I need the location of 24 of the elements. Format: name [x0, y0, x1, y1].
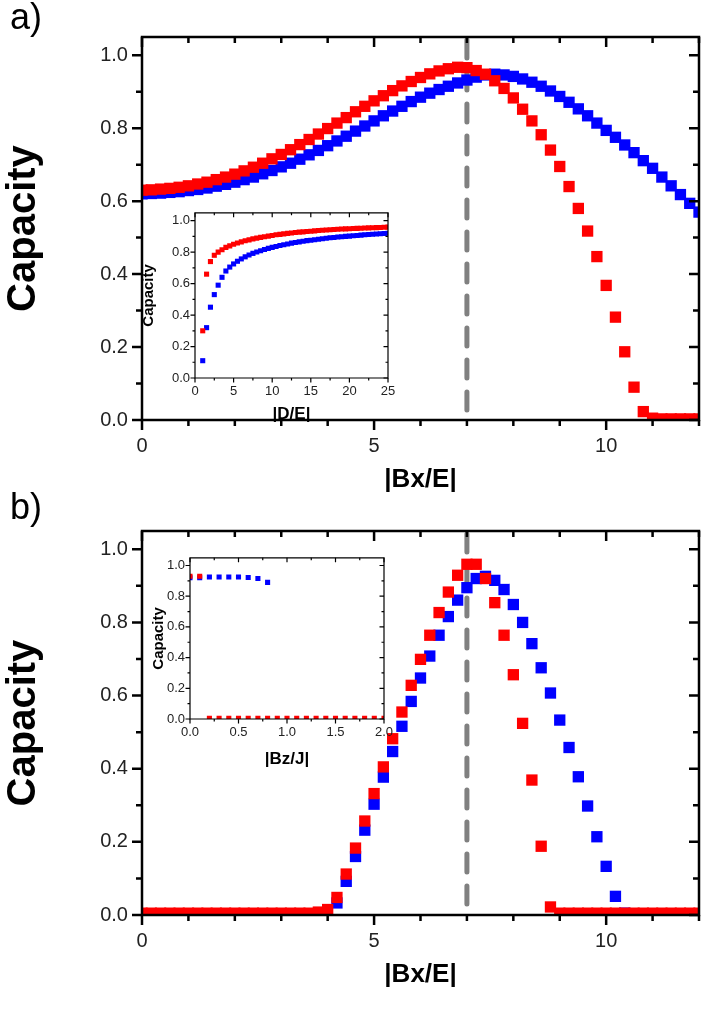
y-tick-label: 1.0 [100, 42, 128, 65]
y-tick-label: 1.0 [100, 536, 128, 559]
chart-title: b) [10, 486, 43, 528]
x-tick-label: 10 [595, 433, 618, 456]
y-tick-label: 0.6 [100, 683, 128, 706]
y-axis-title: Capacity [0, 638, 44, 807]
y-tick-label: 0.4 [100, 756, 128, 779]
x-axis-title: |Bx/E| [384, 462, 457, 493]
y-tick-label: 0.8 [100, 609, 128, 632]
y-tick-label: 0.6 [100, 188, 128, 211]
y-tick-label: 0.0 [100, 407, 128, 430]
x-tick-label: 0 [136, 928, 148, 951]
y-tick-label: 0.4 [100, 261, 128, 284]
y-tick-label: 0.2 [100, 334, 128, 357]
x-tick-label: 5 [368, 928, 380, 951]
x-axis-title: |Bx/E| [384, 957, 457, 988]
chart-title: a) [10, 0, 43, 38]
x-tick-label: 5 [368, 433, 380, 456]
y-tick-label: 0.2 [100, 829, 128, 852]
y-tick-label: 0.0 [100, 902, 128, 925]
x-tick-label: 10 [595, 928, 618, 951]
y-axis-title: Capacity [0, 144, 44, 312]
y-tick-label: 0.8 [100, 115, 128, 138]
x-tick-label: 0 [136, 433, 148, 456]
